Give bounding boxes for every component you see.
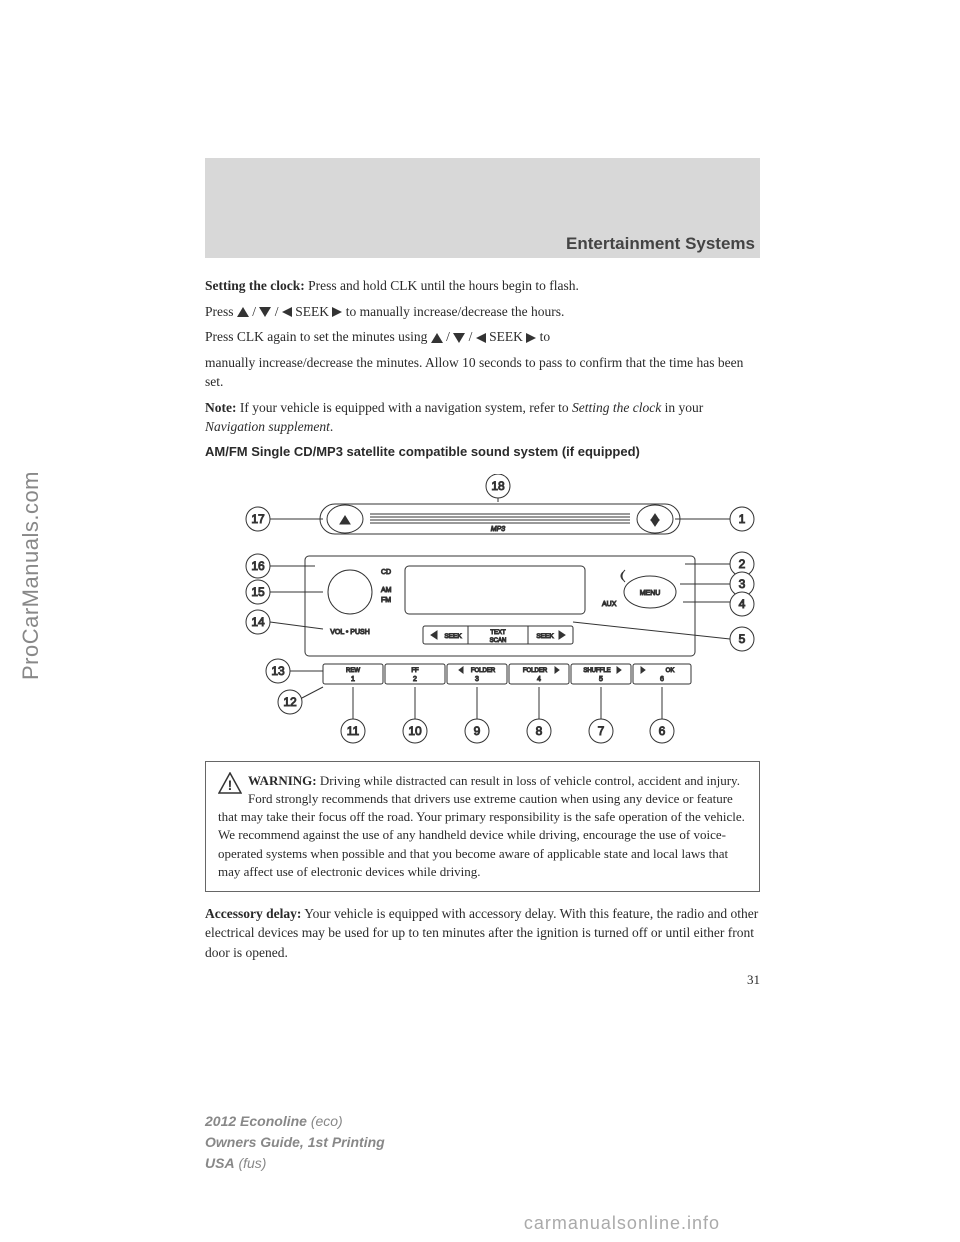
svg-text:12: 12 (283, 695, 297, 709)
tri-left-icon (282, 307, 292, 317)
footer-line2: Owners Guide, 1st Printing (205, 1132, 385, 1153)
svg-text:5: 5 (599, 676, 603, 683)
footer-guide: Owners Guide, 1st Printing (205, 1134, 385, 1150)
para-press-hours: Press / / SEEK to manually increase/decr… (205, 302, 760, 322)
svg-text:5: 5 (739, 632, 746, 646)
tri-up-icon (431, 333, 443, 343)
footer-vehicle: 2012 Econoline (205, 1113, 307, 1129)
svg-text:2: 2 (413, 676, 417, 683)
fm-label: FM (381, 597, 391, 604)
svg-text:FOLDER: FOLDER (523, 668, 548, 674)
svg-text:10: 10 (408, 724, 422, 738)
menu-label: MENU (640, 590, 661, 597)
svg-text:FF: FF (411, 668, 419, 674)
para-note: Note: If your vehicle is equipped with a… (205, 398, 760, 437)
tri-left-icon (476, 333, 486, 343)
svg-text:FOLDER: FOLDER (471, 668, 496, 674)
para-confirm: manually increase/decrease the minutes. … (205, 353, 760, 392)
note-end: . (330, 419, 333, 434)
press-min-post: to (536, 329, 550, 344)
note-rest: If your vehicle is equipped with a navig… (236, 400, 572, 415)
svg-text:14: 14 (251, 615, 265, 629)
am-label: AM (381, 587, 392, 594)
para-setting-clock: Setting the clock: Press and hold CLK un… (205, 276, 760, 296)
warning-text: Driving while distracted can result in l… (218, 773, 745, 879)
tri-right-icon (526, 333, 536, 343)
accessory-bold: Accessory delay: (205, 906, 301, 921)
svg-text:15: 15 (251, 585, 265, 599)
svg-text:3: 3 (475, 676, 479, 683)
footer-eco: (eco) (307, 1113, 343, 1129)
svg-text:13: 13 (271, 664, 285, 678)
footer-usa: USA (205, 1155, 235, 1171)
warning-bold: WARNING: (248, 773, 317, 788)
footer-line1: 2012 Econoline (eco) (205, 1111, 385, 1132)
svg-text:1: 1 (739, 512, 746, 526)
svg-text:11: 11 (347, 724, 360, 738)
setting-clock-bold: Setting the clock: (205, 278, 305, 293)
note-mid: in your (661, 400, 703, 415)
tri-down-icon (453, 333, 465, 343)
para-press-minutes: Press CLK again to set the minutes using… (205, 327, 760, 347)
svg-text:SHUFFLE: SHUFFLE (583, 668, 610, 674)
tri-up-icon (237, 307, 249, 317)
press-post: to manually increase/decrease the hours. (342, 304, 564, 319)
diagram-svg: MP3 VOL • PUSH CD AM FM MENU AUX (205, 474, 760, 749)
aux-label: AUX (602, 601, 617, 608)
svg-text:2: 2 (739, 557, 746, 571)
svg-text:8: 8 (536, 724, 543, 738)
press-pre: Press (205, 304, 237, 319)
svg-text:3: 3 (739, 577, 746, 591)
watermark-bottom: carmanualsonline.info (524, 1213, 720, 1234)
footer-line3: USA (fus) (205, 1153, 385, 1174)
slash3: / (443, 329, 454, 344)
heading-amfm: AM/FM Single CD/MP3 satellite compatible… (205, 443, 760, 462)
svg-text:1: 1 (351, 676, 355, 683)
watermark-side: ProCarManuals.com (18, 471, 44, 680)
cd-label: CD (381, 569, 391, 576)
svg-text:7: 7 (598, 724, 605, 738)
vol-label: VOL • PUSH (330, 629, 370, 636)
svg-text:16: 16 (251, 559, 265, 573)
svg-text:REW: REW (346, 668, 360, 674)
note-italic2: Navigation supplement (205, 419, 330, 434)
page-content: Setting the clock: Press and hold CLK un… (205, 276, 760, 995)
seek-word: SEEK (292, 304, 333, 319)
text-label: TEXT (490, 630, 506, 636)
slash2: / (271, 304, 282, 319)
svg-text:6: 6 (660, 676, 664, 683)
tri-right-icon (332, 307, 342, 317)
svg-text:9: 9 (474, 724, 481, 738)
warning-box: ! WARNING: Driving while distracted can … (205, 761, 760, 892)
seek-left-label: SEEK (444, 633, 462, 640)
footer-fus: (fus) (235, 1155, 267, 1171)
section-title: Entertainment Systems (566, 234, 755, 254)
svg-text:!: ! (228, 777, 233, 793)
svg-text:17: 17 (251, 512, 265, 526)
svg-text:4: 4 (739, 597, 746, 611)
slash4: / (465, 329, 476, 344)
para-accessory: Accessory delay: Your vehicle is equippe… (205, 904, 760, 963)
footer: 2012 Econoline (eco) Owners Guide, 1st P… (205, 1111, 385, 1174)
radio-diagram: MP3 VOL • PUSH CD AM FM MENU AUX (205, 474, 760, 749)
tri-down-icon (259, 307, 271, 317)
mp3-label: MP3 (491, 526, 506, 533)
scan-label: SCAN (490, 638, 507, 644)
note-bold: Note: (205, 400, 236, 415)
svg-text:4: 4 (537, 676, 541, 683)
slash1: / (249, 304, 260, 319)
note-italic1: Setting the clock (572, 400, 661, 415)
setting-clock-text: Press and hold CLK until the hours begin… (305, 278, 579, 293)
press-min-pre: Press CLK again to set the minutes using (205, 329, 431, 344)
svg-text:OK: OK (666, 668, 675, 674)
seek-word2: SEEK (486, 329, 527, 344)
seek-right-label: SEEK (536, 633, 554, 640)
svg-text:18: 18 (491, 479, 505, 493)
warning-icon: ! (218, 772, 242, 794)
svg-text:6: 6 (659, 724, 666, 738)
page-number: 31 (205, 971, 760, 990)
